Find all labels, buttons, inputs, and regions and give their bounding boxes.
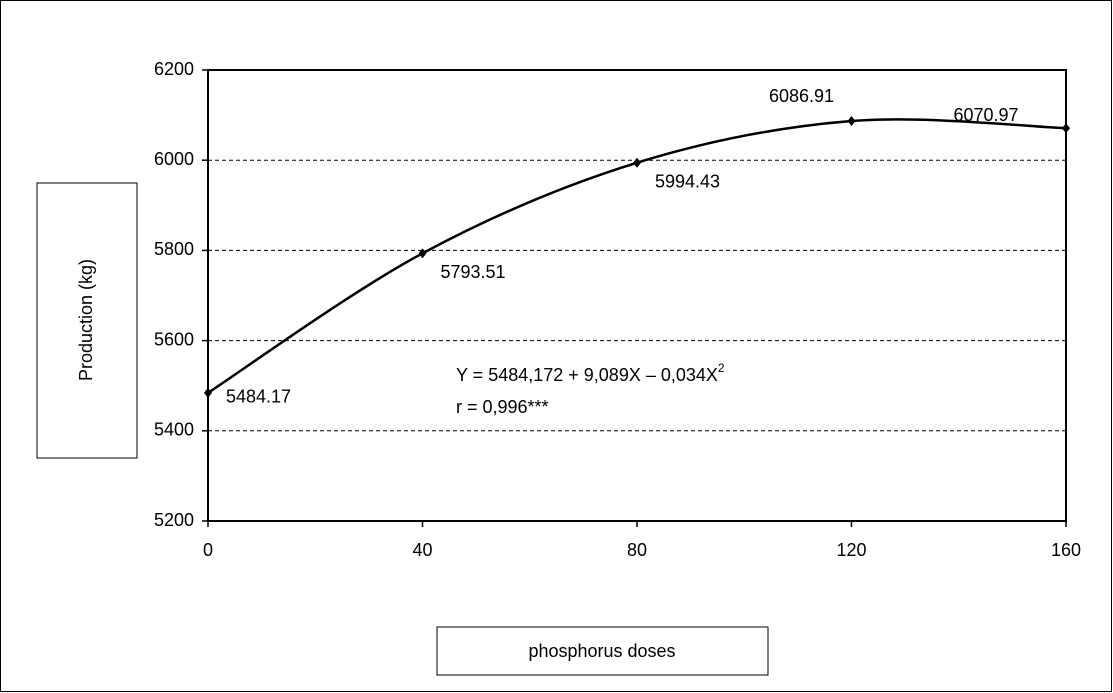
data-point xyxy=(418,248,427,259)
data-label: 5793.51 xyxy=(441,262,506,282)
equation: Y = 5484,172 + 9,089X – 0,034X xyxy=(456,365,718,385)
x-tick-label: 120 xyxy=(836,540,866,560)
y-tick-label: 5400 xyxy=(154,420,194,440)
y-tick-label: 5800 xyxy=(154,239,194,259)
data-point xyxy=(204,387,212,398)
series-line xyxy=(207,118,1067,394)
x-axis-label: phosphorus doses xyxy=(528,641,675,661)
y-tick-label: 5600 xyxy=(154,329,194,349)
y-tick-label: 6000 xyxy=(154,149,194,169)
data-label: 5484.17 xyxy=(226,387,291,407)
annotation: r = 0,996*** xyxy=(456,397,549,417)
x-tick-label: 160 xyxy=(1051,540,1081,560)
plot-area xyxy=(207,69,1067,522)
y-label-box xyxy=(36,182,138,459)
x-tick-label: 80 xyxy=(627,540,647,560)
data-label: 6070.97 xyxy=(953,105,1018,125)
x-label-box xyxy=(436,626,769,676)
y-tick-label: 6200 xyxy=(154,59,194,79)
y-tick-label: 5200 xyxy=(154,510,194,530)
data-point xyxy=(1062,123,1070,134)
x-tick-label: 0 xyxy=(203,540,213,560)
equation-superscript: 2 xyxy=(718,361,725,375)
y-axis-label: Production (kg) xyxy=(76,259,96,381)
data-point xyxy=(633,157,641,168)
data-label: 6086.91 xyxy=(769,86,834,106)
data-point xyxy=(847,116,856,127)
x-tick-label: 40 xyxy=(412,540,432,560)
data-label: 5994.43 xyxy=(655,171,720,191)
annotation: Y = 5484,172 + 9,089X – 0,034X2 xyxy=(456,361,725,385)
